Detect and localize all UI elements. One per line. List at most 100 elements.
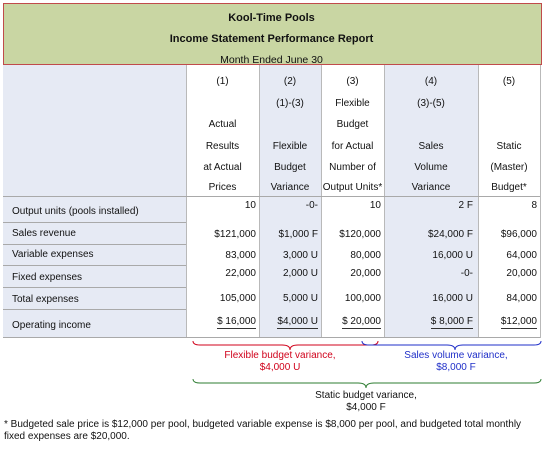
col5-heading: (Master): [490, 162, 528, 173]
sales-volume-label: Sales volume variance,: [404, 350, 508, 361]
cell-fixed-flex-budget: 20,000: [350, 268, 381, 279]
col2-heading: Variance: [270, 182, 310, 193]
title-box: [3, 3, 542, 65]
col-divider: [321, 63, 322, 338]
flexible-variance-bracket: [192, 340, 379, 351]
col4-heading: Volume: [414, 162, 448, 173]
column-2-bg: [259, 63, 321, 338]
col4-formula: (3)-(5): [417, 98, 445, 109]
report-period: Month Ended June 30: [220, 54, 323, 66]
cell-opinc-static: $12,000: [481, 316, 537, 329]
static-variance-note: Static budget variance, $4,000 F: [276, 390, 456, 414]
col1-heading: Prices: [208, 182, 237, 193]
sales-volume-bracket: [361, 340, 542, 351]
col5-heading: Static: [496, 141, 522, 152]
col5-num: (5): [502, 76, 516, 87]
col2-heading: Flexible: [272, 141, 308, 152]
flexible-variance-amount: $4,000 U: [259, 362, 301, 373]
static-variance-amount: $4,000 F: [346, 402, 386, 413]
col3-heading: Number of: [329, 162, 376, 173]
row-label-operating-income: Operating income: [12, 320, 91, 331]
cell-var-actual: 83,000: [225, 250, 256, 261]
cell-opinc-flex-budget: $ 20,000: [324, 316, 381, 329]
flexible-variance-label: Flexible budget variance,: [224, 350, 336, 361]
column-4-bg: [384, 63, 478, 338]
static-variance-label: Static budget variance,: [315, 390, 417, 401]
row-divider: [3, 244, 186, 245]
report-title: Income Statement Performance Report: [169, 33, 374, 45]
row-divider: [3, 337, 540, 338]
footnote: * Budgeted sale price is $12,000 per poo…: [4, 419, 522, 442]
cell-fixed-actual: 22,000: [225, 268, 256, 279]
col2-num: (2): [283, 76, 297, 87]
cell-output-flex-budget: 10: [369, 200, 381, 211]
cell-var-static: 64,000: [506, 250, 537, 261]
cell-opinc-flex-budget-value: $ 20,000: [342, 316, 381, 329]
col-divider: [384, 63, 385, 338]
cell-output-actual: 10: [244, 200, 256, 211]
col3-formula: Flexible: [335, 98, 370, 109]
col1-num: (1): [216, 76, 229, 87]
cell-opinc-flex-var: $4,000 U: [262, 316, 318, 329]
row-divider: [3, 265, 186, 266]
cell-output-static: 8: [531, 200, 537, 211]
row-divider: [3, 309, 186, 310]
row-divider: [3, 222, 186, 223]
company-name: Kool-Time Pools: [228, 12, 315, 24]
col3-heading: Budget: [336, 119, 369, 130]
col1-heading: at Actual: [203, 162, 242, 173]
col4-heading: Variance: [411, 182, 451, 193]
cell-opinc-actual: $ 16,000: [190, 316, 256, 329]
col-divider: [186, 63, 187, 338]
cell-opinc-static-value: $12,000: [500, 316, 537, 329]
cell-fixed-static: 20,000: [506, 268, 537, 279]
flexible-variance-note: Flexible budget variance, $4,000 U: [190, 350, 370, 374]
row-label-total-expenses: Total expenses: [12, 294, 79, 305]
cell-opinc-actual-value: $ 16,000: [217, 316, 256, 329]
col1-heading: Actual: [208, 119, 237, 130]
sales-volume-variance-note: Sales volume variance, $8,000 F: [366, 350, 546, 374]
cell-sales-actual: $121,000: [214, 229, 256, 240]
cell-sales-static: $96,000: [500, 229, 537, 240]
sales-volume-amount: $8,000 F: [436, 362, 476, 373]
col-divider: [540, 63, 541, 338]
cell-output-sales-var: 2 F: [458, 200, 473, 211]
row-divider: [3, 287, 186, 288]
cell-var-flex-var: 3,000 U: [282, 250, 318, 261]
cell-sales-sales-var: $24,000 F: [427, 229, 473, 240]
cell-fixed-flex-var: 2,000 U: [282, 268, 318, 279]
row-label-output-units: Output units (pools installed): [12, 206, 139, 217]
cell-var-flex-budget: 80,000: [350, 250, 381, 261]
cell-total-actual: 105,000: [219, 293, 256, 304]
row-label-sales-revenue: Sales revenue: [12, 228, 76, 239]
cell-total-flex-var: 5,000 U: [282, 293, 318, 304]
cell-total-flex-budget: 100,000: [344, 293, 381, 304]
label-column-bg: [3, 63, 186, 338]
row-divider: [3, 196, 540, 197]
cell-opinc-sales-var: $ 8,000 F: [387, 316, 473, 329]
row-label-variable-expenses: Variable expenses: [12, 249, 94, 260]
cell-output-flex-var: -0-: [305, 200, 318, 211]
col4-heading: Sales: [418, 141, 444, 152]
col2-formula: (1)-(3): [276, 98, 304, 109]
cell-sales-flex-budget: $120,000: [339, 229, 381, 240]
col2-heading: Budget: [274, 162, 306, 173]
cell-var-sales-var: 16,000 U: [432, 250, 473, 261]
static-variance-bracket: [192, 378, 542, 389]
cell-opinc-sales-var-value: $ 8,000 F: [430, 316, 473, 329]
col3-num: (3): [346, 76, 359, 87]
cell-opinc-flex-var-value: $4,000 U: [277, 316, 318, 329]
cell-sales-flex-var: $1,000 F: [278, 229, 318, 240]
col5-heading: Budget*: [491, 182, 527, 193]
col4-num: (4): [424, 76, 438, 87]
row-label-fixed-expenses: Fixed expenses: [12, 272, 83, 283]
col3-heading: for Actual: [331, 141, 374, 152]
col-divider: [259, 63, 260, 338]
cell-total-sales-var: 16,000 U: [432, 293, 473, 304]
col1-heading: Results: [205, 141, 240, 152]
cell-total-static: 84,000: [506, 293, 537, 304]
col-divider: [478, 63, 479, 338]
cell-fixed-sales-var: -0-: [460, 268, 473, 279]
